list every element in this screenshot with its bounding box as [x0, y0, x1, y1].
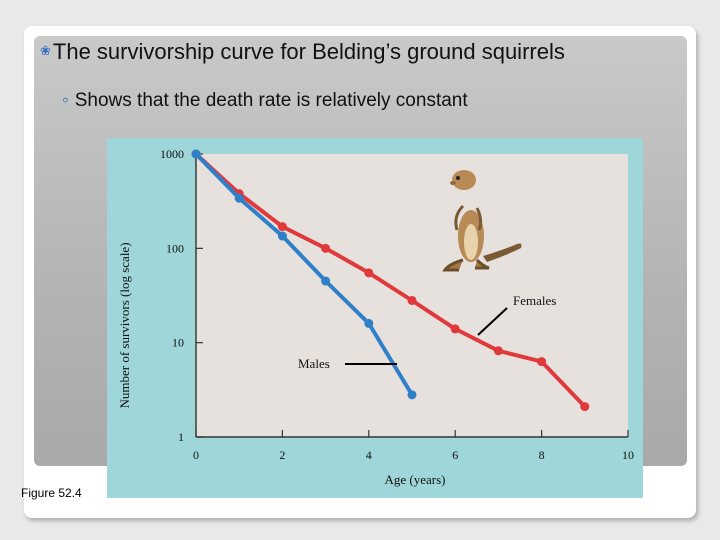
ground-squirrel-illustration — [442, 170, 522, 272]
y-tick-label: 1 — [178, 430, 184, 444]
females-data-point — [277, 222, 287, 232]
males-data-point — [277, 231, 287, 241]
females-annotation-label: Females — [513, 293, 556, 308]
bullet-sub: ◦ Shows that the death rate is relatively… — [62, 90, 468, 112]
males-data-point — [234, 193, 244, 203]
males-data-point — [364, 318, 374, 328]
females-data-point — [364, 268, 374, 278]
x-tick-label: 0 — [193, 448, 199, 462]
x-tick-label: 6 — [452, 448, 458, 462]
females-series-line — [194, 152, 587, 408]
females-data-point — [450, 324, 460, 334]
females-annotation-leader — [477, 307, 508, 336]
y-axis-label: Number of survivors (log scale) — [117, 242, 132, 408]
males-annotation-label: Males — [298, 356, 330, 371]
females-data-point — [321, 243, 331, 253]
x-tick-label: 2 — [279, 448, 285, 462]
x-tick-label: 4 — [366, 448, 372, 462]
bullet-main: ❀The survivorship curve for Belding’s gr… — [40, 38, 640, 64]
plot-area — [196, 154, 628, 437]
bullet-sub-text: Shows that the death rate is relatively … — [74, 90, 468, 111]
x-axis-label: Age (years) — [385, 472, 446, 487]
y-tick-label: 10 — [172, 336, 184, 350]
sub-bullet-marker-icon: ◦ — [62, 90, 69, 111]
females-data-point — [407, 295, 417, 305]
males-data-point — [321, 276, 331, 286]
x-tick-label: 8 — [539, 448, 545, 462]
males-data-point — [407, 390, 417, 400]
y-tick-label: 1000 — [160, 147, 184, 161]
females-data-point — [580, 402, 590, 412]
survivorship-figure: 1 10 100 1000 0 2 4 6 8 10 Age (years) Number of su… — [107, 138, 643, 498]
x-tick-label: 10 — [622, 448, 634, 462]
y-tick-label: 100 — [166, 241, 184, 255]
figure-caption: Figure 52.4 — [21, 486, 82, 500]
females-data-point — [493, 346, 503, 356]
survivorship-chart: 1 10 100 1000 0 2 4 6 8 10 Age (years) Number of su… — [117, 147, 634, 487]
chart-axes: 1 10 100 1000 0 2 4 6 8 10 Age (years) Number of su… — [117, 147, 634, 487]
females-data-point — [537, 357, 547, 367]
bullet-marker-icon: ❀ — [40, 43, 51, 58]
males-series-line — [194, 152, 414, 396]
chart-series — [191, 149, 590, 412]
chart-annotations: Females Males — [298, 293, 556, 371]
males-data-point — [191, 149, 201, 159]
bullet-main-text: The survivorship curve for Belding’s gro… — [52, 39, 565, 64]
